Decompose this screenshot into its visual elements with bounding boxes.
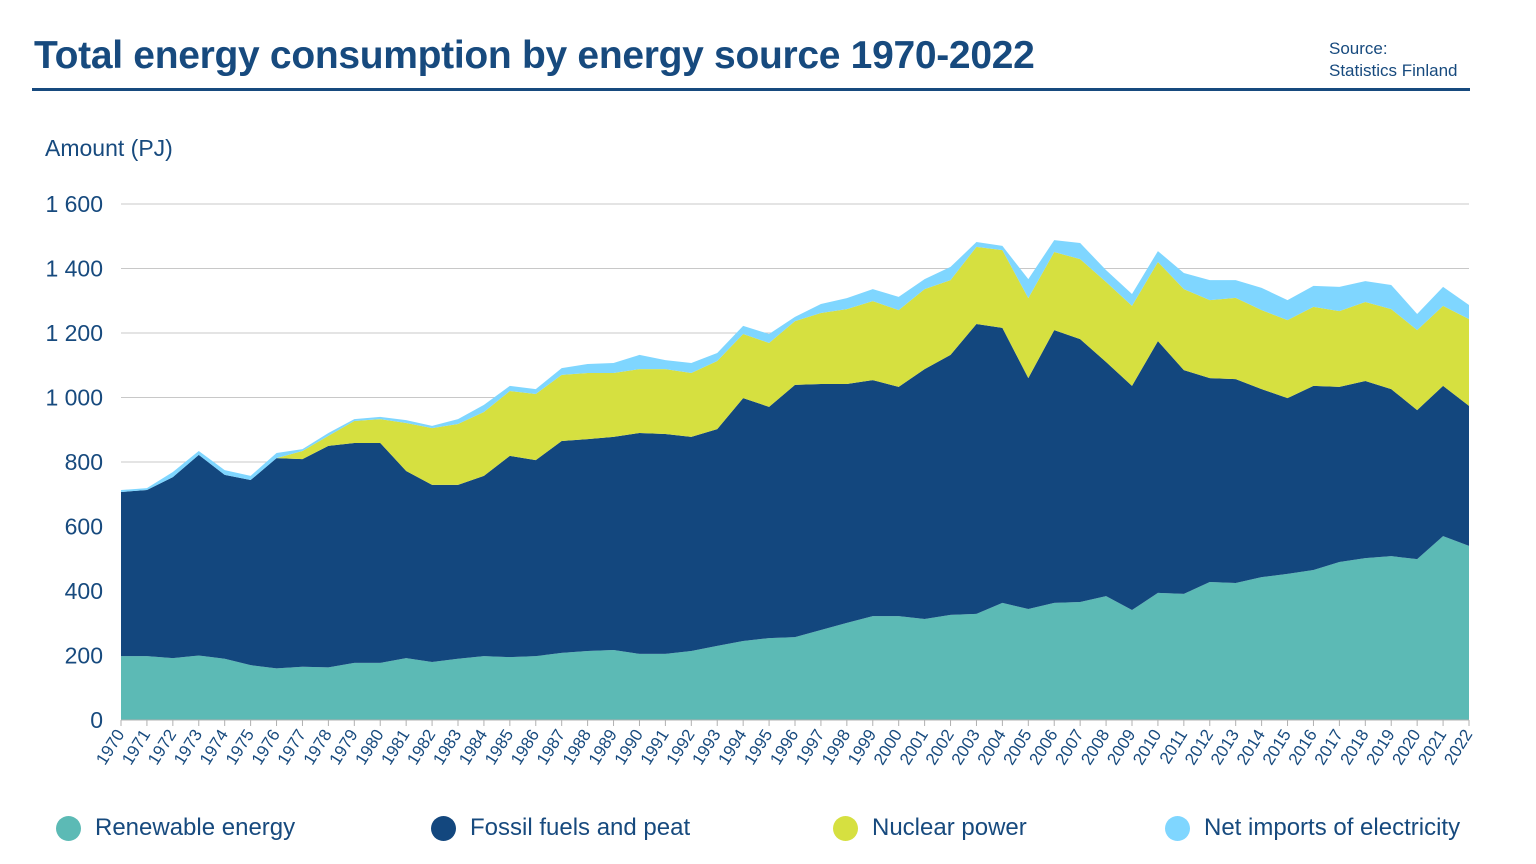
y-tick-label: 800 bbox=[65, 449, 103, 475]
legend-swatch bbox=[1165, 815, 1190, 841]
area-fossil-fuels-and-peat bbox=[121, 323, 1469, 669]
source-name: Statistics Finland bbox=[1329, 61, 1458, 80]
source-label: Source: bbox=[1329, 39, 1388, 58]
legend-label: Renewable energy bbox=[95, 814, 296, 841]
y-tick-label: 1 200 bbox=[45, 320, 103, 346]
legend-swatch bbox=[431, 815, 456, 841]
area-renewable-energy bbox=[121, 536, 1469, 720]
legend-item-imports: Net imports of electricity bbox=[1165, 814, 1460, 842]
legend-swatch bbox=[833, 815, 858, 841]
legend-label: Fossil fuels and peat bbox=[470, 814, 691, 841]
legend-item-fossil: Fossil fuels and peat bbox=[431, 814, 690, 842]
area-nuclear-power bbox=[121, 246, 1469, 492]
y-tick-label: 200 bbox=[65, 643, 103, 669]
y-axis-label: Amount (PJ) bbox=[45, 135, 173, 161]
y-tick-label: 1 000 bbox=[45, 385, 103, 411]
legend-item-renewable: Renewable energy bbox=[56, 814, 295, 842]
title-divider bbox=[32, 88, 1470, 91]
source-note: Source: Statistics Finland bbox=[1329, 38, 1458, 82]
legend-label: Nuclear power bbox=[872, 814, 1027, 841]
area-net-imports-of-electricity bbox=[121, 240, 1469, 492]
chart-title: Total energy consumption by energy sourc… bbox=[34, 34, 1035, 77]
x-tick-label: 2010 bbox=[1129, 726, 1165, 768]
legend-swatch bbox=[56, 815, 81, 841]
y-tick-label: 400 bbox=[65, 578, 103, 604]
legend-item-nuclear: Nuclear power bbox=[833, 814, 1027, 842]
y-tick-label: 600 bbox=[65, 514, 103, 540]
y-tick-label: 1 400 bbox=[45, 256, 103, 282]
legend-label: Net imports of electricity bbox=[1204, 814, 1461, 841]
x-tick-label: 2022 bbox=[1440, 726, 1476, 768]
y-tick-label: 0 bbox=[90, 707, 103, 733]
y-tick-label: 1 600 bbox=[45, 191, 103, 217]
